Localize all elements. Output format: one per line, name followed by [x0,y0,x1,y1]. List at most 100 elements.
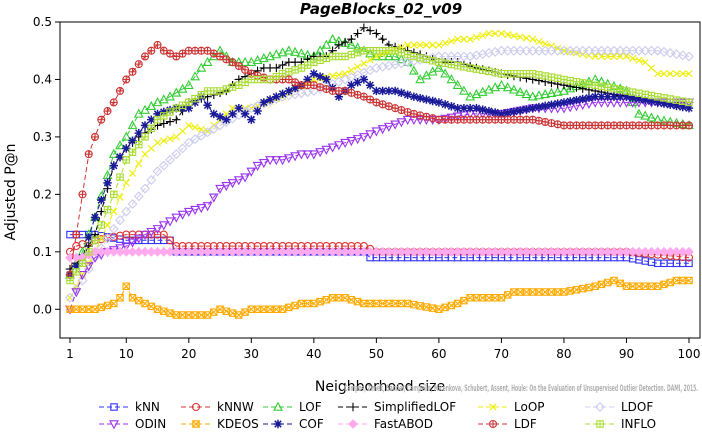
data-point-kdeos [135,296,143,305]
data-point-lof [640,110,651,120]
data-point-cof [553,99,562,108]
data-point-lof [296,48,307,58]
data-point-kdeos [228,309,237,317]
data-point-inflo [97,221,106,229]
data-point-ldof [677,50,688,61]
x-tick-label: 90 [619,347,634,361]
data-point-cof [503,108,512,117]
x-tick-label: 1 [66,347,74,361]
data-point-ldf [528,115,537,124]
data-point-kdeos [660,280,668,289]
data-point-odin [208,193,219,203]
y-tick-label: 0.1 [33,245,52,259]
data-point-odin [302,150,313,160]
data-point-odin [158,221,169,231]
data-point-ldf [128,67,137,76]
data-point-simplifiedlof [165,117,175,126]
data-point-loop [228,104,237,112]
x-tick-label: 60 [431,347,446,361]
y-tick-label: 0.2 [33,187,52,201]
data-point-ldof [652,45,663,56]
data-point-cof [134,128,143,138]
data-point-kdeos [503,291,512,299]
data-point-cof [603,92,612,101]
data-point-ldf [541,117,550,127]
data-point-lof [408,65,419,75]
data-point-kdeos [653,282,662,291]
data-point-cof [103,178,112,188]
data-point-lof [634,108,644,118]
data-point-inflo [497,69,506,78]
data-point-lof [277,47,288,57]
data-point-inflo [291,66,299,74]
data-point-simplifiedlof [172,115,181,124]
legend-entry-cof: COF [263,417,324,431]
data-point-ldof [671,49,682,60]
data-point-cof [403,90,412,99]
data-point-inflo [441,59,449,68]
data-point-inflo [147,124,156,133]
data-point-kdeos [466,294,474,302]
data-point-odin [321,145,332,155]
series-ldof [65,45,694,303]
data-point-lof [158,94,169,104]
data-point-kdeos [91,305,99,314]
data-point-cof [190,98,200,107]
data-point-cof [528,103,537,113]
data-point-lof [283,45,294,55]
data-point-cof [384,86,394,96]
data-point-loop [491,29,499,38]
chart-title: PageBlocks_02_v09 [300,0,462,18]
data-point-simplifiedlof [378,35,387,44]
legend-marker-lof [273,401,283,411]
data-point-lof [252,54,263,65]
data-point-inflo [641,90,649,99]
data-point-loop [635,56,643,64]
data-point-lof [565,83,576,93]
data-point-inflo [666,95,674,103]
data-point-inflo [91,236,99,245]
data-point-kdeos [322,295,331,304]
data-point-odin [83,262,94,272]
data-point-loop [672,70,681,78]
data-point-ldof [152,166,163,177]
legend-entry-ldof: LDOF [585,400,653,414]
legend-marker-loop [489,403,497,411]
data-point-cof [128,136,137,145]
series-fastabod [65,246,694,263]
data-point-odin [346,136,357,147]
data-point-loop [354,63,362,71]
data-point-odin [265,156,276,166]
series-line-simplifiedlof [69,27,689,270]
data-point-kdeos [616,279,624,288]
data-point-lof [346,39,357,49]
data-point-inflo [597,82,606,91]
legend-marker-cof [273,419,283,429]
data-point-odin [140,230,150,240]
data-point-cof [616,92,625,101]
data-point-inflo [541,72,549,80]
data-point-kdeos [235,311,243,319]
data-point-inflo [372,46,381,55]
data-point-kdeos [622,282,631,291]
data-point-ldf [534,116,543,125]
data-point-odin [308,150,319,160]
data-point-loop [147,144,155,152]
legend-label-knn: kNN [135,400,160,414]
data-point-loop [504,31,512,39]
data-point-ldof [77,275,88,286]
data-point-loop [522,34,531,42]
data-point-inflo [185,98,193,107]
legend-marker-odin [109,420,119,430]
legend-entry-kdeos: KDEOS [181,417,259,431]
data-point-ldf [634,121,644,130]
data-point-kdeos [353,297,362,306]
data-point-cof [72,261,81,271]
data-point-ldof [158,160,169,171]
data-point-cof [397,88,406,98]
watermark-citation: Campos, Zimek, Sander, Campello, Micenko… [344,384,698,394]
data-point-loop [660,70,668,78]
data-point-odin [377,125,388,135]
data-point-loop [460,35,468,43]
data-point-lof [483,84,494,94]
